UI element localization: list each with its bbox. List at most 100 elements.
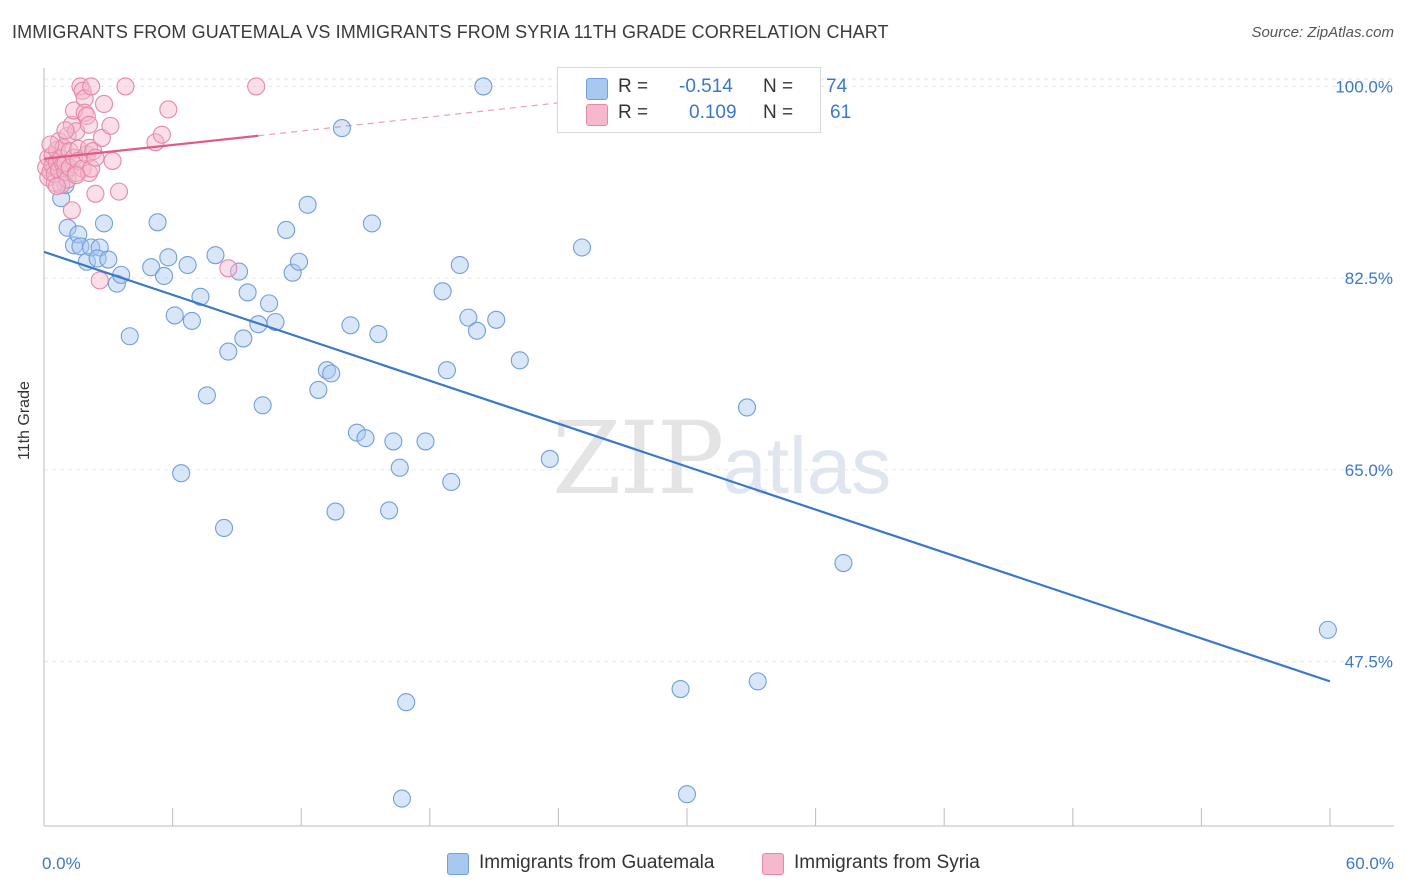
chart-title: IMMIGRANTS FROM GUATEMALA VS IMMIGRANTS … (12, 22, 889, 42)
point-guatemala (442, 472, 461, 492)
point-syria (84, 142, 103, 161)
point-guatemala (159, 248, 178, 267)
point-guatemala (487, 310, 506, 329)
point-guatemala (356, 429, 375, 448)
legend-n-label: N = (763, 102, 794, 123)
point-guatemala (99, 250, 118, 269)
legend-swatch-syria (586, 104, 608, 126)
point-guatemala (178, 255, 197, 275)
y-tick-label: 100.0% (1335, 77, 1393, 96)
point-guatemala (572, 238, 592, 257)
point-syria (82, 159, 101, 178)
trendline-extension-syria (258, 102, 559, 137)
legend-n-label: N = (763, 76, 794, 97)
point-guatemala (165, 306, 184, 325)
point-guatemala (390, 458, 409, 477)
watermark: ZIPatlas (552, 400, 891, 517)
point-guatemala (154, 266, 174, 286)
point-guatemala (362, 214, 381, 233)
x-tick-label: 60.0% (1346, 854, 1394, 873)
point-syria (56, 121, 75, 140)
point-guatemala (253, 396, 272, 415)
point-guatemala (322, 364, 341, 383)
point-syria (103, 151, 122, 170)
point-guatemala (238, 283, 257, 302)
point-guatemala (397, 693, 416, 712)
point-guatemala (380, 501, 399, 520)
point-guatemala (737, 398, 757, 417)
point-guatemala (416, 432, 435, 451)
bottom-legend-label-guatemala: Immigrants from Guatemala (479, 852, 715, 873)
point-syria (116, 77, 135, 96)
point-guatemala (671, 679, 690, 699)
legend-n-value-syria: 61 (830, 102, 852, 123)
point-guatemala (433, 282, 452, 301)
point-guatemala (229, 262, 249, 281)
point-guatemala (309, 380, 328, 399)
point-guatemala (219, 342, 238, 361)
point-guatemala (283, 263, 302, 282)
point-syria (67, 166, 86, 185)
point-syria (247, 77, 266, 96)
legend-r-value-syria: 0.109 (689, 102, 737, 123)
point-guatemala (347, 423, 366, 442)
trendline-syria (43, 134, 259, 160)
legend-r-label: R = (618, 102, 649, 123)
point-syria (41, 135, 60, 154)
point-syria (101, 116, 120, 135)
point-syria (47, 177, 66, 196)
legend-r-value-guatemala: -0.514 (679, 76, 733, 97)
point-guatemala (259, 294, 279, 313)
bottom-legend-swatch-guatemala (447, 853, 469, 875)
legend-n-value-guatemala: 74 (826, 76, 848, 97)
point-guatemala (677, 785, 697, 804)
point-syria (159, 100, 178, 119)
point-guatemala (266, 312, 285, 332)
y-tick-label: 65.0% (1345, 461, 1393, 480)
point-syria (94, 94, 114, 114)
stats-legend: R = -0.514 N = 74 R = 0.109 N = 61 (557, 67, 851, 133)
point-guatemala (182, 311, 201, 330)
point-guatemala (510, 351, 529, 370)
point-guatemala (197, 386, 216, 405)
point-guatemala (467, 321, 487, 340)
y-tick-label: 82.5% (1345, 269, 1393, 288)
watermark-zip: ZIP (552, 400, 724, 517)
point-syria (109, 182, 129, 201)
legend-swatch-guatemala (586, 78, 608, 100)
point-guatemala (172, 464, 191, 483)
point-guatemala (392, 789, 411, 808)
point-guatemala (206, 246, 225, 265)
point-guatemala (326, 502, 345, 521)
point-guatemala (94, 214, 114, 233)
source-credit: Source: ZipAtlas.com (1251, 24, 1394, 41)
point-guatemala (290, 252, 309, 271)
point-guatemala (459, 308, 478, 327)
point-syria (86, 184, 105, 203)
point-guatemala (341, 316, 360, 335)
point-guatemala (450, 255, 469, 275)
point-guatemala (540, 449, 559, 469)
point-syria (79, 115, 99, 134)
point-guatemala (142, 258, 161, 277)
point-guatemala (77, 252, 96, 271)
point-guatemala (369, 325, 388, 344)
point-guatemala (474, 77, 493, 96)
point-guatemala (332, 119, 351, 138)
point-guatemala (120, 327, 139, 346)
point-guatemala (437, 361, 456, 380)
point-guatemala (191, 287, 210, 306)
watermark-atlas: atlas (722, 421, 892, 510)
bottom-legend-label-syria: Immigrants from Syria (794, 852, 980, 873)
point-syria (75, 103, 94, 122)
bottom-legend-swatch-syria (762, 853, 784, 875)
point-syria (90, 271, 109, 290)
point-guatemala (214, 518, 234, 538)
point-guatemala (1318, 620, 1337, 639)
point-syria (73, 81, 92, 100)
point-guatemala (58, 218, 77, 237)
point-syria (219, 259, 238, 278)
point-guatemala (148, 213, 167, 232)
trendline-guatemala (43, 250, 1331, 683)
